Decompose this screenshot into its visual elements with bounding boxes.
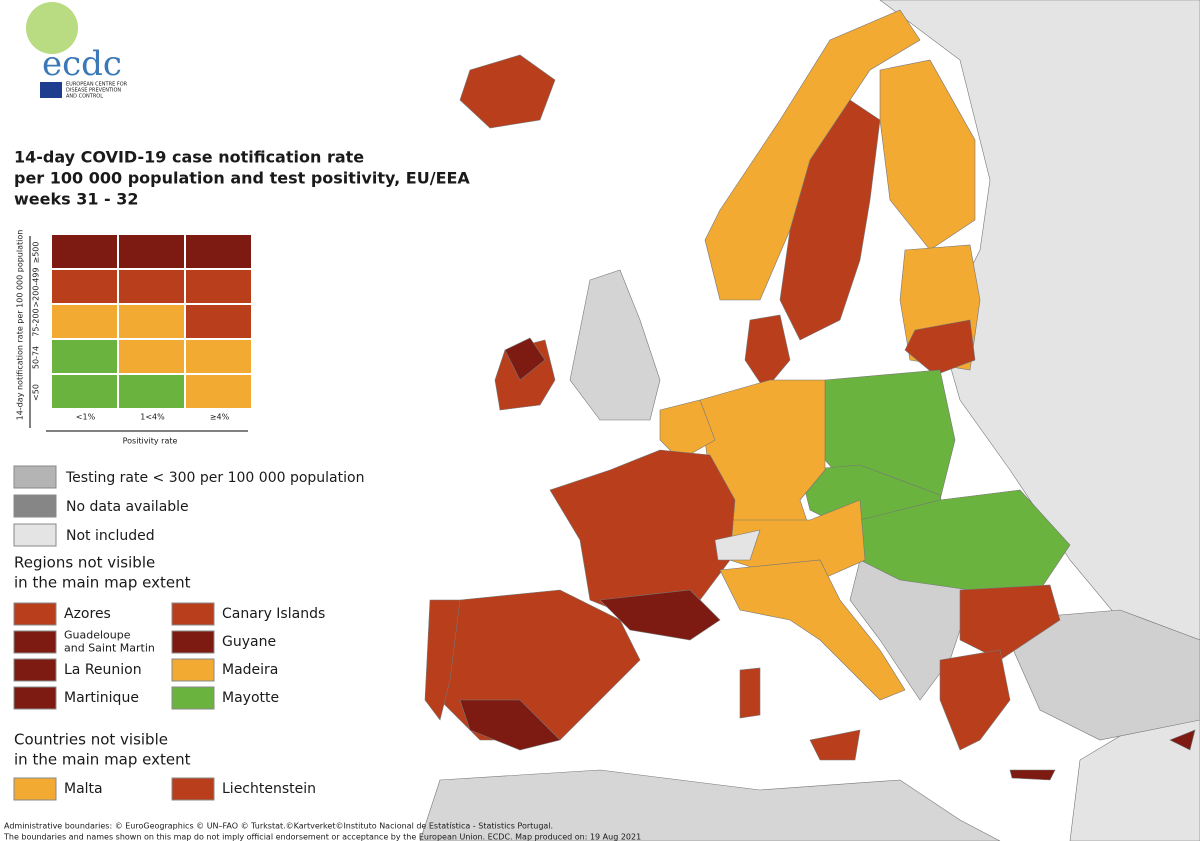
section-heading: in the main map extent: [14, 574, 191, 592]
matrix-cell: [52, 375, 117, 408]
matrix-cell: [52, 305, 117, 338]
legend-swatch: [13, 465, 57, 489]
column-label: <1%: [76, 413, 96, 422]
item-label: Malta: [64, 781, 103, 797]
item-swatch: [13, 630, 57, 654]
item-swatch: [171, 777, 215, 801]
item-swatch: [171, 630, 215, 654]
item-label: Martinique: [64, 690, 139, 706]
item-swatch: [171, 602, 215, 626]
column-label: 1<4%: [140, 413, 165, 422]
item-label: Madeira: [222, 662, 278, 678]
section-heading: Regions not visible: [14, 554, 155, 572]
footer-line: Administrative boundaries: © EuroGeograp…: [4, 822, 553, 831]
logo-subtitle: AND CONTROL: [66, 94, 103, 100]
item-swatch: [13, 602, 57, 626]
footer-line: The boundaries and names shown on this m…: [3, 833, 641, 841]
item-label: Mayotte: [222, 690, 279, 706]
item-label: and Saint Martin: [64, 642, 155, 655]
item-label: Guadeloupe: [64, 629, 131, 642]
legend-label: Testing rate < 300 per 100 000 populatio…: [65, 470, 364, 486]
matrix-cell: [119, 270, 184, 303]
logo-name: ecdc: [42, 44, 122, 84]
matrix-cell: [119, 375, 184, 408]
item-label: Liechtenstein: [222, 781, 316, 797]
logo-subtitle: EUROPEAN CENTRE FOR: [66, 82, 128, 88]
title: per 100 000 population and test positivi…: [14, 169, 470, 188]
logo: ecdc: [26, 2, 122, 98]
item-label: Guyane: [222, 634, 276, 650]
matrix-cell: [186, 305, 251, 338]
title: 14-day COVID-19 case notification rate: [14, 148, 364, 167]
row-label: 75-200: [32, 308, 41, 336]
matrix-cell: [119, 305, 184, 338]
legend-swatch: [13, 523, 57, 547]
legend-label: No data available: [66, 499, 189, 515]
title: weeks 31 - 32: [14, 190, 139, 209]
section-heading: Countries not visible: [14, 731, 168, 749]
item-swatch: [13, 777, 57, 801]
row-label: ≥500: [32, 242, 41, 264]
matrix-cell: [119, 235, 184, 268]
item-label: Azores: [64, 606, 111, 622]
row-label: 50-74: [32, 346, 41, 369]
column-label: ≥4%: [210, 413, 230, 422]
matrix-cell: [119, 340, 184, 373]
y-axis-label: 14-day notification rate per 100 000 pop…: [16, 230, 25, 421]
row-label: <50: [32, 384, 41, 401]
item-swatch: [171, 658, 215, 682]
item-swatch: [171, 686, 215, 710]
logo-subtitle: DISEASE PREVENTION: [66, 88, 121, 94]
matrix-cell: [186, 270, 251, 303]
item-swatch: [13, 658, 57, 682]
item-swatch: [13, 686, 57, 710]
matrix-cell: [52, 340, 117, 373]
item-label: La Reunion: [64, 662, 142, 678]
legend-swatch: [13, 494, 57, 518]
map: [419, 0, 1200, 841]
matrix-cell: [186, 375, 251, 408]
legend-label: Not included: [66, 528, 155, 544]
section-heading: in the main map extent: [14, 751, 191, 769]
row-label: >200-499: [32, 267, 41, 307]
item-label: Canary Islands: [222, 606, 325, 622]
matrix-cell: [52, 235, 117, 268]
matrix-cell: [52, 270, 117, 303]
matrix-cell: [186, 235, 251, 268]
matrix-cell: [186, 340, 251, 373]
x-axis-label: Positivity rate: [123, 437, 178, 446]
